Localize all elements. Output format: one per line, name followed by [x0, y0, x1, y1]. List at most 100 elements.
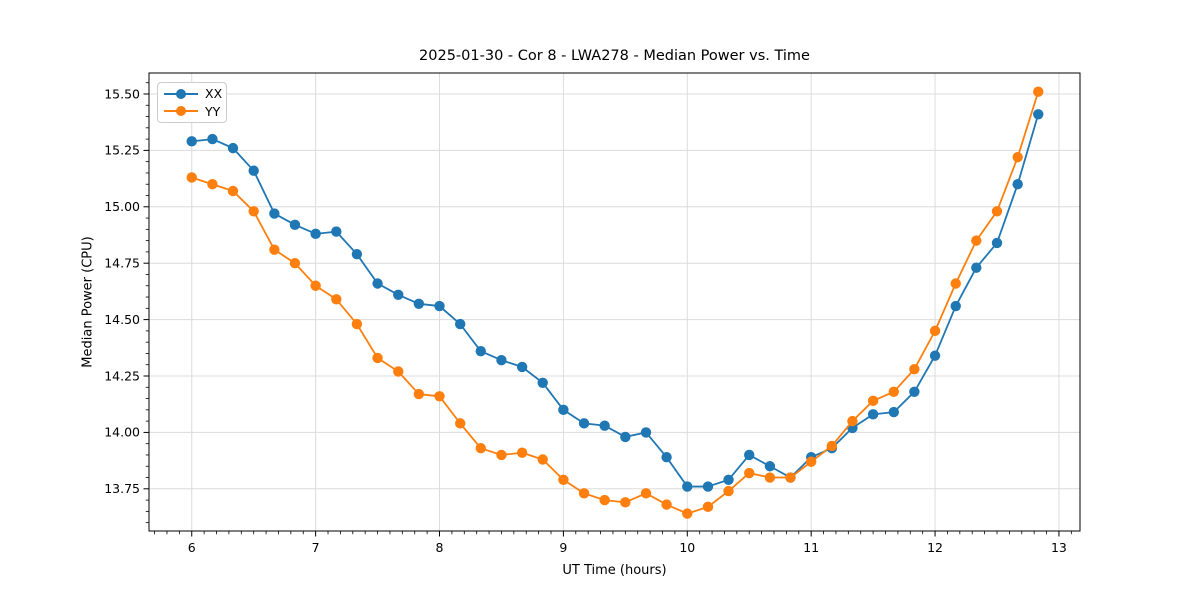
series-xx-marker: [310, 228, 321, 240]
series-yy-marker: [1012, 151, 1023, 163]
series-xx-marker: [1033, 109, 1044, 120]
x-tick-label: 8: [436, 540, 444, 555]
series-xx-marker: [413, 298, 425, 309]
series-yy-marker: [950, 278, 961, 289]
y-tick-label: 14.75: [104, 255, 140, 270]
series-xx-marker: [186, 136, 197, 147]
series-yy-marker: [227, 185, 239, 197]
x-tick-label: 9: [559, 540, 567, 555]
series-xx-marker: [909, 386, 920, 397]
y-tick-label: 14.25: [104, 368, 140, 383]
series-xx-marker: [744, 449, 755, 461]
series-xx-marker: [867, 409, 879, 420]
series-xx-marker: [723, 474, 734, 485]
x-tick-label: 6: [188, 540, 196, 555]
series-yy-marker: [475, 443, 486, 454]
legend-label-yy: YY: [205, 103, 221, 119]
x-tick-label: 7: [312, 540, 320, 555]
series-yy-line: [191, 91, 1040, 515]
y-tick-label: 14.00: [104, 425, 140, 440]
series-xx-marker: [455, 318, 466, 330]
series-yy-marker: [909, 364, 920, 375]
legend-entry-yy: YY: [164, 103, 220, 120]
legend-label-xx: XX: [205, 86, 223, 102]
series-xx-marker: [702, 481, 714, 492]
series-yy-marker: [331, 294, 342, 305]
series-xx-marker: [599, 420, 610, 431]
series-yy-marker: [455, 418, 466, 429]
chart-title: 2025-01-30 - Cor 8 - LWA278 - Median Pow…: [419, 48, 810, 64]
series-yy-marker: [537, 454, 548, 465]
series-xx-line: [191, 114, 1040, 488]
series-xx-marker: [496, 355, 507, 366]
series-xx-marker: [929, 350, 941, 361]
series-yy-marker: [496, 449, 507, 461]
series-yy-marker: [1033, 86, 1044, 97]
series-yy-marker: [248, 206, 259, 217]
series-xx-marker: [537, 377, 548, 388]
legend-marker-yy-icon: [164, 103, 198, 120]
series-yy-marker: [888, 386, 899, 397]
series-yy-marker: [661, 499, 672, 510]
series-yy-marker: [289, 257, 301, 269]
series-xx-marker: [393, 289, 404, 300]
plot-border: [148, 72, 1081, 532]
series-yy-marker: [434, 391, 445, 402]
series-yy-marker: [805, 456, 817, 467]
series-xx-marker: [764, 461, 776, 472]
series-xx-marker: [475, 345, 486, 357]
series-xx-marker: [950, 300, 961, 312]
series-xx-marker: [331, 226, 342, 237]
y-tick-label: 15.25: [104, 143, 140, 158]
series-xx-marker: [372, 278, 383, 289]
legend: XX YY: [157, 82, 227, 123]
series-xx-marker: [207, 133, 218, 145]
y-axis-label: Median Power (CPU): [80, 236, 96, 368]
series-yy-marker: [186, 172, 197, 183]
series-yy-marker: [826, 440, 838, 452]
legend-marker-xx-icon: [164, 85, 198, 102]
series-xx-marker: [351, 248, 363, 260]
legend-entry-xx: XX: [164, 85, 223, 102]
series-yy-marker: [764, 472, 776, 483]
series-xx-marker: [289, 219, 301, 231]
series-xx-marker: [269, 208, 280, 219]
series-xx-marker: [558, 404, 569, 416]
series-xx-marker: [434, 300, 445, 312]
series-xx-marker: [971, 262, 982, 273]
series-yy-marker: [310, 280, 321, 291]
series-yy-marker: [351, 318, 363, 330]
y-tick-label: 15.50: [104, 86, 140, 101]
series-xx-marker: [620, 431, 631, 443]
series-xx-marker: [248, 165, 259, 176]
series-yy-marker: [723, 485, 734, 497]
series-xx-marker: [888, 406, 899, 418]
y-tick-label: 15.00: [104, 199, 140, 214]
x-tick-label: 11: [803, 540, 819, 555]
series-yy-marker: [620, 497, 631, 508]
x-tick-label: 10: [679, 540, 695, 555]
x-tick-label: 12: [927, 540, 943, 555]
series-yy-marker: [558, 474, 569, 485]
series-yy-marker: [207, 179, 218, 190]
y-tick-label: 13.75: [104, 481, 140, 496]
series-yy-marker: [971, 235, 982, 246]
series-yy-marker: [991, 206, 1003, 217]
series-yy-marker: [785, 472, 796, 483]
series-yy-marker: [702, 501, 714, 513]
series-yy-marker: [867, 395, 879, 407]
y-tick-label: 14.50: [104, 312, 140, 327]
series-xx-marker: [578, 418, 590, 429]
series-yy-marker: [847, 415, 858, 427]
series-yy-marker: [269, 244, 280, 255]
series-yy-marker: [599, 494, 610, 506]
series-yy-marker: [929, 325, 941, 337]
series-yy-marker: [640, 488, 652, 499]
series-xx-marker: [661, 452, 672, 463]
series-yy-marker: [413, 388, 425, 400]
series-yy-marker: [578, 488, 590, 499]
series-xx-marker: [640, 427, 652, 438]
series-yy-marker: [516, 447, 528, 458]
